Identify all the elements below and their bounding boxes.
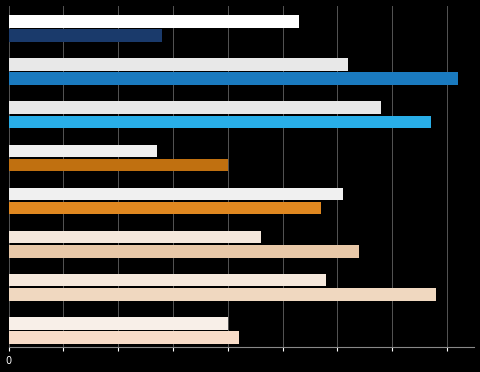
Bar: [9, 15, 299, 28]
Bar: [9, 102, 381, 114]
Bar: [9, 116, 431, 128]
Bar: [9, 188, 343, 200]
Bar: [9, 202, 321, 214]
Bar: [9, 29, 162, 42]
Bar: [9, 245, 360, 257]
Bar: [9, 159, 228, 171]
Bar: [9, 331, 239, 344]
Bar: [9, 58, 348, 71]
Bar: [9, 288, 436, 301]
Bar: [9, 73, 458, 85]
Bar: [9, 274, 326, 286]
Bar: [9, 145, 156, 157]
Bar: [9, 317, 228, 330]
Bar: [9, 231, 261, 243]
